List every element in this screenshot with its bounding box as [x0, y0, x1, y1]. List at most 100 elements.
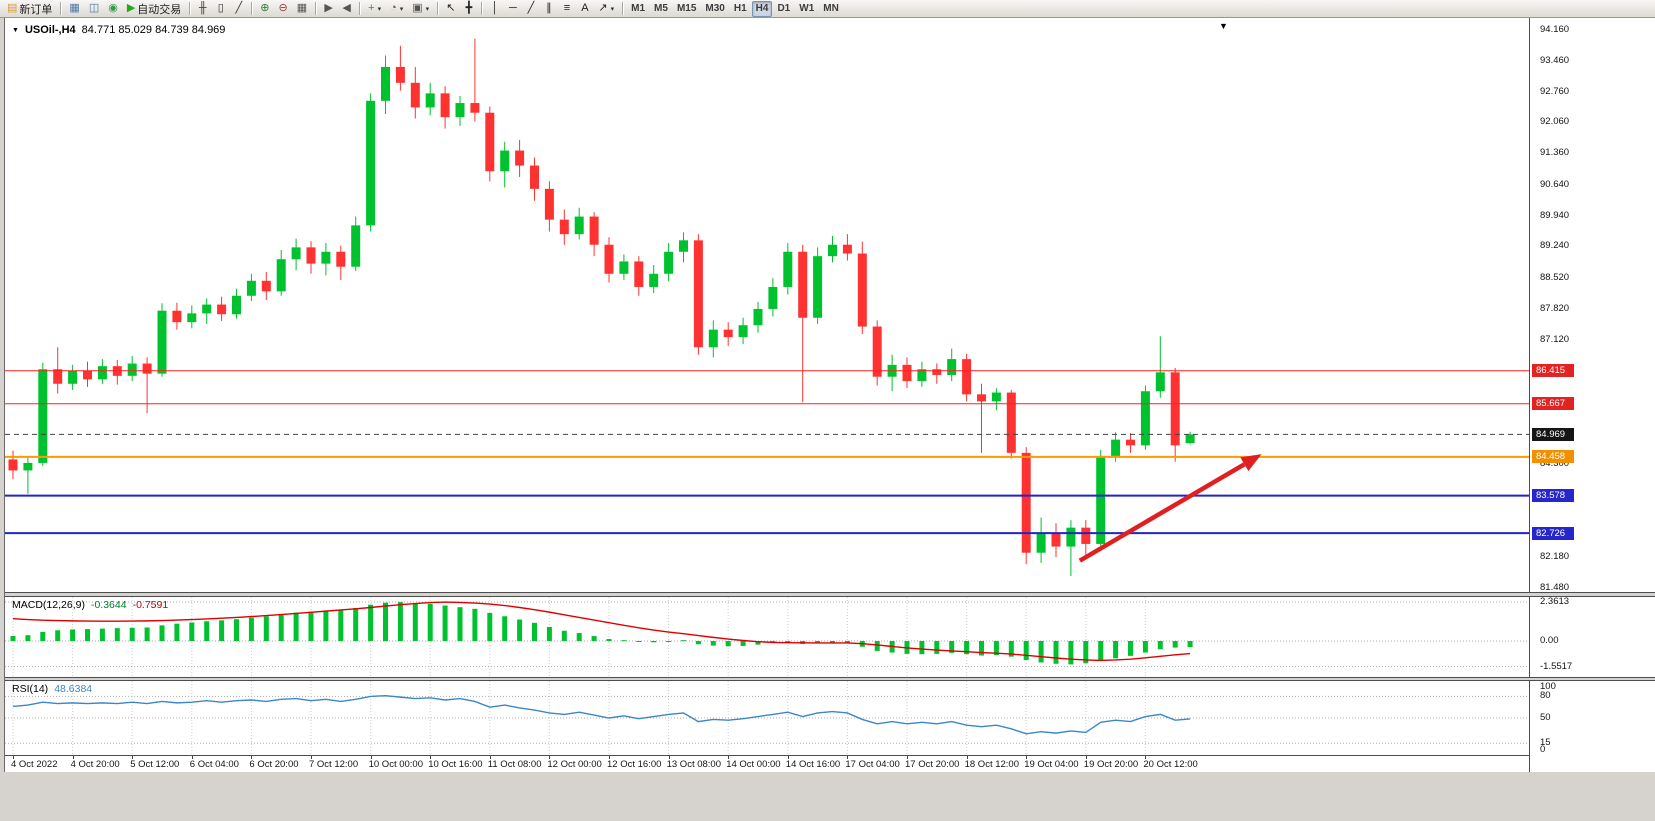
macd-bar — [874, 641, 880, 651]
macd-bar — [1187, 641, 1193, 648]
macd-bar — [695, 641, 701, 645]
timeframe-mn-button[interactable]: MN — [819, 1, 843, 17]
candle — [38, 362, 48, 467]
candle — [544, 181, 554, 232]
macd-bar — [25, 635, 31, 641]
timeframe-m30-button[interactable]: M30 — [701, 1, 728, 17]
macd-bar — [263, 616, 269, 641]
candle — [276, 250, 286, 296]
candle — [306, 241, 316, 274]
candle — [470, 38, 480, 122]
candle — [813, 247, 823, 324]
crosshair-button[interactable]: ╋ — [460, 1, 477, 17]
channel-button[interactable]: ∥ — [540, 1, 557, 17]
price-axis-label: 84.300 — [1540, 457, 1570, 469]
main-price-chart[interactable] — [5, 18, 1529, 592]
macd-bar — [844, 641, 850, 643]
market-watch-button[interactable]: ▦ — [65, 1, 83, 17]
new-order-button[interactable]: ▤ 新订单 — [3, 1, 56, 17]
candle — [962, 353, 972, 402]
rsi-panel[interactable] — [5, 681, 1529, 755]
timeframe-m15-button[interactable]: M15 — [673, 1, 700, 17]
timeframe-d1-button[interactable]: D1 — [773, 1, 794, 17]
panel-separator[interactable] — [5, 592, 1655, 597]
time-axis-label: 12 Oct 00:00 — [547, 759, 602, 770]
symbol-header-arrow-icon[interactable]: ▼ — [12, 26, 19, 34]
chart-shift-button[interactable]: ◀ — [338, 1, 355, 17]
text-button[interactable]: A — [576, 1, 593, 17]
candle — [604, 237, 614, 283]
line-chart-button[interactable]: ╱ — [230, 1, 247, 17]
timeframe-h1-button[interactable]: H1 — [730, 1, 751, 17]
cursor-button[interactable]: ↖ — [442, 1, 459, 17]
candle-body — [395, 66, 405, 83]
panel-separator[interactable] — [5, 677, 1655, 681]
horizontal-line-button[interactable]: ─ — [504, 1, 521, 17]
macd-bar — [1172, 641, 1178, 648]
macd-bar — [606, 639, 612, 641]
zoom-in-button[interactable]: ⊕ — [256, 1, 273, 17]
candle — [574, 207, 584, 240]
trendline-button[interactable]: ╱ — [522, 1, 539, 17]
macd-bar — [546, 626, 552, 641]
timeframe-w1-button[interactable]: W1 — [795, 1, 818, 17]
macd-bar — [383, 602, 388, 641]
candlestick-chart-button[interactable]: ▯ — [212, 1, 229, 17]
time-tick — [489, 756, 491, 759]
period-menu-button[interactable]: ◔ ▾ — [386, 1, 407, 17]
candle-body — [68, 370, 78, 384]
fibonacci-button[interactable]: ≡ — [558, 1, 575, 17]
time-axis[interactable]: 4 Oct 2022 4 Oct 20:00 5 Oct 12:00 6 Oct 04… — [5, 755, 1529, 772]
timeframe-m5-button-label: M5 — [654, 3, 668, 14]
timeframe-h4-button-label: H4 — [755, 3, 769, 14]
level-price-badge: 84.458 — [1532, 450, 1574, 463]
candle — [619, 254, 629, 280]
candle-body — [351, 225, 361, 267]
candle-body — [1081, 527, 1091, 544]
timeframe-m1-button[interactable]: M1 — [627, 1, 649, 17]
candle-body — [962, 359, 972, 395]
toolbar-separator — [189, 2, 191, 15]
macd-bar — [1008, 641, 1014, 657]
timeframe-m5-button[interactable]: M5 — [650, 1, 672, 17]
macd-name: MACD(12,26,9) — [12, 599, 85, 611]
bar-chart-button[interactable]: ╫ — [194, 1, 211, 17]
chevron-down-icon: ▾ — [399, 5, 404, 13]
timeframe-mn-button-label: MN — [823, 3, 839, 14]
toolbar-separator — [359, 2, 361, 15]
candle-body — [917, 369, 927, 382]
macd-bar — [1157, 641, 1163, 650]
macd-panel[interactable] — [5, 597, 1529, 677]
tile-windows-button[interactable]: ▦ — [293, 1, 311, 17]
add-indicator-button[interactable]: + ▾ — [364, 1, 385, 17]
candle — [97, 359, 107, 384]
trend-arrow-annotation[interactable] — [1078, 462, 1246, 563]
arrows-menu-button[interactable]: ↗ ▾ — [594, 1, 618, 17]
time-tick — [311, 756, 312, 759]
candle-body — [157, 310, 167, 374]
template-menu-button[interactable]: ▣ ▾ — [408, 1, 433, 17]
time-tick — [609, 756, 610, 759]
macd-bar — [1023, 641, 1029, 660]
data-window-button[interactable]: ◫ — [85, 1, 103, 17]
auto-scroll-button[interactable]: ▶ — [320, 1, 337, 17]
timeframe-h4-button[interactable]: H4 — [751, 0, 773, 17]
chevron-down-icon: ▾ — [610, 5, 615, 13]
candle-body — [500, 150, 510, 172]
macd-main-value: -0.3644 — [90, 599, 127, 611]
time-axis-label: 19 Oct 04:00 — [1024, 759, 1079, 770]
macd-bar — [293, 612, 299, 641]
macd-bar — [979, 641, 984, 656]
timeframe-w1-button-label: W1 — [799, 3, 815, 14]
candle-body — [679, 240, 688, 252]
zoom-out-button[interactable]: ⊖ — [275, 1, 292, 17]
chart-menu-arrow-icon[interactable]: ▼ — [1219, 21, 1228, 31]
level-price-badge: 82.726 — [1532, 527, 1574, 540]
price-axis[interactable]: 94.160 93.460 92.760 92.060 91.360 90.640 89.9… — [1529, 18, 1655, 772]
time-tick — [966, 756, 968, 759]
auto-trading-button[interactable]: ▶ 自动交易 — [123, 1, 185, 17]
candle — [68, 364, 78, 390]
candle — [1096, 449, 1106, 550]
vertical-line-button[interactable]: │ — [486, 1, 503, 17]
navigator-button[interactable]: ◉ — [104, 1, 122, 17]
